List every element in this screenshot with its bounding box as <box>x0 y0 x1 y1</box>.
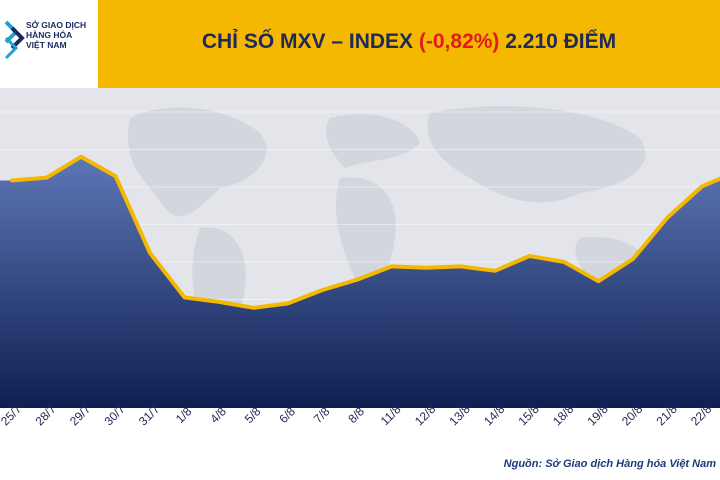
x-tick-label: 20/8 <box>619 402 646 429</box>
data-point-30-7 <box>114 174 117 178</box>
data-point-28-7 <box>45 176 48 180</box>
data-point-1-8 <box>183 295 186 299</box>
x-tick-label: 8/8 <box>345 404 367 426</box>
x-tick-label: 7/8 <box>311 404 333 426</box>
x-tick-label: 11/8 <box>378 402 404 428</box>
data-point-8-8 <box>355 278 359 282</box>
data-point-11-8 <box>390 264 393 268</box>
series-line <box>10 154 720 310</box>
data-point-22-8 <box>700 184 704 188</box>
x-tick-label: 25/7 <box>0 402 25 429</box>
data-point-12-8 <box>424 266 428 270</box>
title-change-percent: (-0,82%) <box>418 30 500 53</box>
source-note: Nguồn: Sở Giao dịch Hàng hóa Việt Nam <box>503 458 716 470</box>
x-tick-label: 13/8 <box>446 402 473 429</box>
logo-line-1: SỞ GIAO DỊCH <box>26 20 87 30</box>
x-axis: 25/7 28/7 29/7 30/7 31/7 1/8 4/8 5/8 6/8 7/8 8/8 11… <box>0 402 715 429</box>
data-point-19-8 <box>597 279 600 283</box>
area-chart <box>0 106 720 408</box>
logo-text: SỞ GIAO DỊCH HÀNG HÓA VIỆT NAM <box>26 20 98 50</box>
x-tick-label: 19/8 <box>584 402 611 429</box>
area-fill <box>0 156 720 408</box>
x-tick-label: 12/8 <box>412 402 439 429</box>
data-points <box>10 155 704 310</box>
data-point-4-8 <box>217 300 221 304</box>
chart-title: CHỈ SỐ MXV – INDEX (-0,82%) 2.210 ĐIỂM <box>98 30 720 54</box>
x-tick-label: 28/7 <box>32 402 59 429</box>
x-tick-label: 22/8 <box>688 402 715 429</box>
data-point-31-7 <box>148 251 152 255</box>
chevron-logo-icon <box>4 20 25 60</box>
x-tick-label: 6/8 <box>276 404 298 426</box>
data-point-15-8 <box>528 254 531 258</box>
data-point-13-8 <box>459 264 462 268</box>
title-suffix: 2.210 ĐIỂM <box>499 30 617 53</box>
world-map-watermark <box>128 106 646 345</box>
data-point-6-8 <box>286 301 290 305</box>
logo-line-2: HÀNG HÓA <box>26 30 73 40</box>
x-tick-label: 4/8 <box>207 404 229 426</box>
x-tick-label: 18/8 <box>550 402 577 429</box>
x-tick-label: 5/8 <box>242 404 264 426</box>
data-point-14-8 <box>493 269 497 273</box>
title-banner: SỞ GIAO DỊCH HÀNG HÓA VIỆT NAM CHỈ SỐ MX… <box>0 0 720 88</box>
x-tick-label: 14/8 <box>481 402 508 429</box>
data-point-20-8 <box>631 257 635 261</box>
data-point-25-7 <box>10 179 14 183</box>
data-point-18-8 <box>562 260 566 264</box>
mxv-logo: SỞ GIAO DỊCH HÀNG HÓA VIỆT NAM <box>0 0 98 88</box>
x-tick-label: 30/7 <box>101 402 128 429</box>
x-tick-label: 1/8 <box>173 404 195 426</box>
x-tick-label: 21/8 <box>653 402 680 429</box>
data-point-5-8 <box>252 306 255 310</box>
plot-area: 25/7 28/7 29/7 30/7 31/7 1/8 4/8 5/8 6/8 7/8 8/8 11… <box>0 88 720 428</box>
data-point-29-7 <box>79 155 83 159</box>
data-point-21-8 <box>666 216 669 220</box>
title-prefix: CHỈ SỐ MXV – INDEX <box>201 30 419 53</box>
x-tick-label: 31/7 <box>136 402 163 429</box>
x-tick-label: 15/8 <box>515 402 542 429</box>
logo-line-3: VIỆT NAM <box>26 40 67 50</box>
x-tick-label: 29/7 <box>67 402 94 429</box>
data-point-7-8 <box>321 288 324 292</box>
